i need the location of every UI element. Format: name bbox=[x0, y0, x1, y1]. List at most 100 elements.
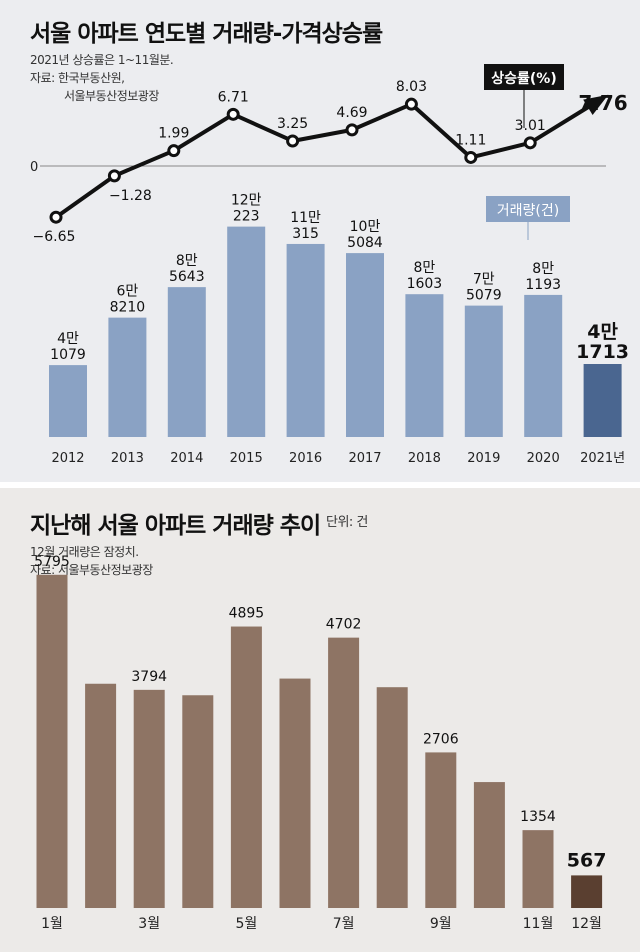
month-bar bbox=[425, 752, 457, 908]
volume-label-bottom: 5643 bbox=[169, 269, 205, 285]
volume-legend-box bbox=[486, 196, 570, 222]
month-bar bbox=[230, 626, 262, 908]
yearly-chart-title: 서울 아파트 연도별 거래량-가격상승률 bbox=[30, 21, 383, 47]
rate-line bbox=[54, 102, 591, 219]
rate-label: 1.11 bbox=[455, 132, 486, 148]
month-bar bbox=[279, 678, 311, 908]
volume-label-top: 6만 bbox=[117, 284, 139, 300]
year-tick-label: 2015 bbox=[230, 451, 263, 466]
month-bar bbox=[328, 637, 360, 908]
month-value-label: 4895 bbox=[229, 606, 265, 622]
month-bar bbox=[85, 683, 117, 908]
month-tick-label: 3월 bbox=[138, 916, 160, 932]
month-value-label: 1354 bbox=[520, 809, 556, 825]
yearly-chart-svg: 04만107920126만821020138만5643201412만223201… bbox=[30, 64, 629, 466]
year-tick-label: 2019 bbox=[467, 451, 500, 466]
volume-bar bbox=[167, 287, 206, 437]
rate-point bbox=[49, 210, 63, 224]
volume-bar bbox=[346, 253, 384, 437]
rate-legend-label: 상승률(%) bbox=[491, 70, 556, 87]
month-bar bbox=[36, 574, 68, 908]
rate-footnote: 2021년 상승률은 1~11월분. bbox=[30, 53, 174, 67]
rate-point bbox=[523, 136, 537, 150]
rate-legend-box bbox=[484, 64, 564, 90]
monthly-chart-title: 지난해 서울 아파트 거래량 추이 bbox=[30, 513, 321, 539]
month-value-label: 3794 bbox=[131, 669, 167, 685]
rate-point bbox=[226, 107, 240, 121]
volume-bar bbox=[108, 317, 147, 437]
volume-label-top: 12만 bbox=[231, 193, 262, 209]
volume-label-top: 4만 bbox=[587, 321, 618, 343]
volume-bar bbox=[227, 226, 266, 437]
rate-label: 6.71 bbox=[218, 89, 249, 105]
volume-label-bottom: 5084 bbox=[347, 235, 383, 251]
month-bar bbox=[376, 687, 408, 908]
volume-label-top: 7만 bbox=[473, 272, 495, 288]
source-line-2: 서울부동산정보광장 bbox=[64, 89, 159, 103]
panel-divider bbox=[0, 482, 640, 488]
volume-bar bbox=[286, 243, 325, 437]
month-tick-label: 9월 bbox=[430, 916, 452, 932]
volume-label-top: 10만 bbox=[350, 219, 381, 235]
yearly-chart-panel: 서울 아파트 연도별 거래량-가격상승률 2021년 상승률은 1~11월분. … bbox=[30, 21, 630, 466]
rate-label: −6.65 bbox=[33, 229, 76, 245]
month-tick-label: 1월 bbox=[41, 916, 63, 932]
month-value-label: 2706 bbox=[423, 731, 459, 747]
volume-label-bottom: 1603 bbox=[407, 276, 443, 292]
rate-point bbox=[345, 123, 359, 137]
volume-label-top: 8만 bbox=[176, 253, 198, 269]
year-tick-label: 2014 bbox=[170, 451, 203, 466]
month-bar bbox=[473, 782, 505, 908]
monthly-chart-svg: 5795 1월 3794 3월 4895 5월 4702 7월 2706 9월 1354 11월 567… bbox=[34, 554, 606, 932]
volume-label-top: 8만 bbox=[414, 260, 436, 276]
rate-zero-label: 0 bbox=[30, 160, 38, 175]
unit-label: 단위: 건 bbox=[326, 515, 368, 530]
rate-point bbox=[286, 134, 300, 148]
provisional-note: 12월 거래량은 잠정치. bbox=[30, 545, 139, 559]
month-tick-label: 11월 bbox=[523, 916, 554, 932]
monthly-source: 자료: 서울부동산정보광장 bbox=[30, 563, 153, 577]
volume-bar bbox=[464, 305, 503, 437]
year-tick-label: 2017 bbox=[348, 451, 381, 466]
rate-label: 4.69 bbox=[336, 105, 367, 121]
month-tick-label: 12월 bbox=[571, 916, 602, 932]
volume-label-bottom: 223 bbox=[233, 209, 260, 225]
rate-arrowhead bbox=[583, 94, 609, 115]
month-bar bbox=[182, 695, 214, 908]
volume-label-top: 8만 bbox=[532, 261, 554, 277]
volume-bar bbox=[49, 365, 87, 437]
volume-label-top: 4만 bbox=[57, 331, 79, 347]
year-tick-label: 2012 bbox=[51, 451, 84, 466]
volume-label-bottom: 315 bbox=[292, 226, 319, 242]
month-tick-label: 7월 bbox=[333, 916, 355, 932]
year-tick-label: 2016 bbox=[289, 451, 322, 466]
volume-legend-label: 거래량(건) bbox=[497, 203, 559, 219]
month-bar bbox=[522, 830, 554, 908]
month-bar bbox=[133, 689, 165, 908]
volume-bar bbox=[524, 294, 563, 437]
rate-label-final: 7.76 bbox=[578, 91, 627, 115]
year-tick-label: 2013 bbox=[111, 451, 144, 466]
year-tick-label: 2020 bbox=[527, 451, 560, 466]
rate-point bbox=[464, 150, 478, 164]
rate-label: 1.99 bbox=[158, 126, 189, 142]
rate-label: 8.03 bbox=[396, 79, 427, 95]
volume-label-bottom: 8210 bbox=[110, 300, 146, 316]
volume-label-bottom: 1079 bbox=[50, 347, 86, 363]
volume-bar bbox=[405, 294, 444, 437]
volume-label-bottom: 5079 bbox=[466, 288, 502, 304]
volume-label-top: 11만 bbox=[290, 210, 321, 226]
rate-point bbox=[404, 97, 418, 111]
month-tick-label: 5월 bbox=[236, 916, 258, 932]
source-line-1: 자료: 한국부동산원, bbox=[30, 71, 125, 85]
month-bar bbox=[571, 875, 603, 908]
volume-label-bottom: 1193 bbox=[525, 277, 561, 293]
year-tick-label: 2021년 bbox=[580, 451, 625, 466]
rate-point bbox=[167, 144, 181, 158]
month-value-label: 5795 bbox=[34, 554, 70, 570]
monthly-chart-panel: 지난해 서울 아파트 거래량 추이 단위: 건 12월 거래량은 잠정치. 자료… bbox=[0, 488, 640, 952]
rate-label: −1.28 bbox=[109, 188, 152, 204]
rate-label: 3.25 bbox=[277, 116, 308, 132]
month-value-label: 4702 bbox=[326, 617, 362, 633]
year-tick-label: 2018 bbox=[408, 451, 441, 466]
